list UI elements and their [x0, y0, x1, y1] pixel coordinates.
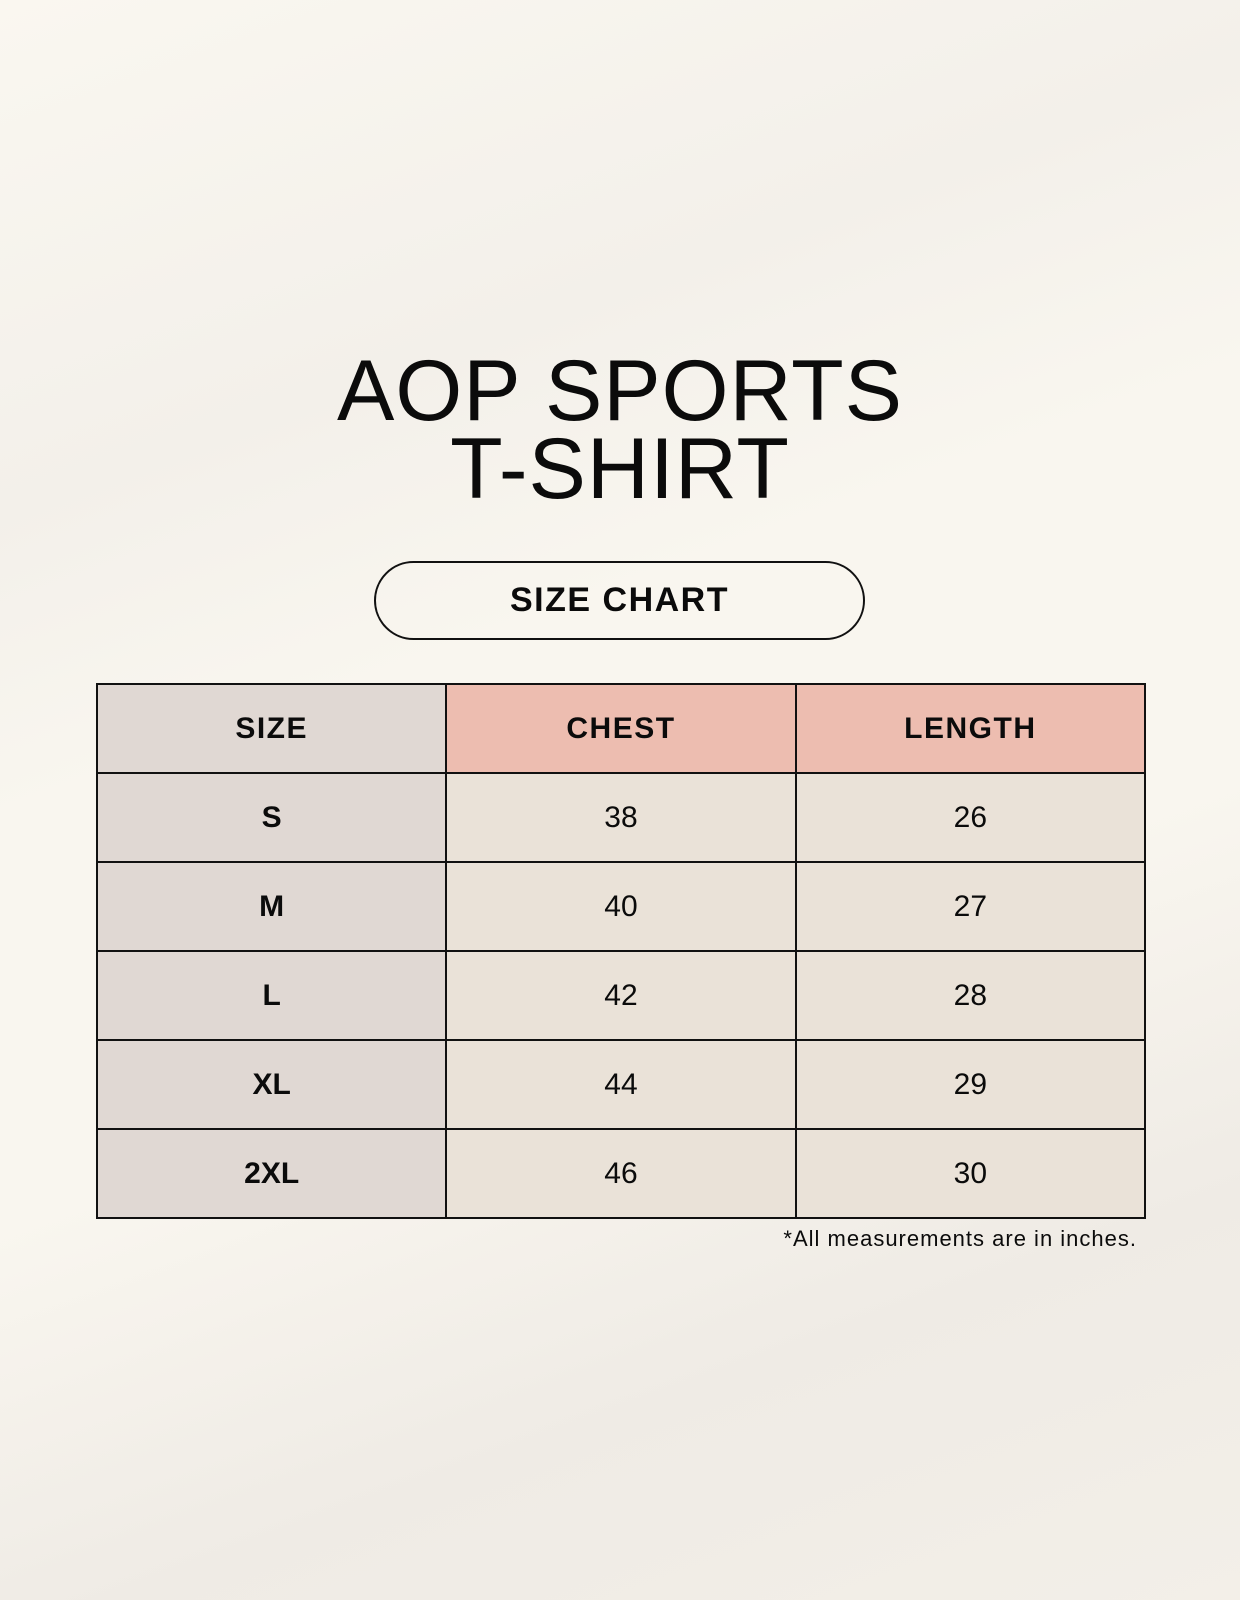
- length-cell: 29: [794, 1039, 1147, 1130]
- chest-cell: 42: [445, 950, 797, 1041]
- header-chest: CHEST: [445, 683, 797, 774]
- table-row: XL 44 29: [95, 1039, 1147, 1130]
- length-cell: 26: [794, 772, 1147, 863]
- length-cell: 30: [794, 1128, 1147, 1219]
- chest-cell: 46: [445, 1128, 797, 1219]
- size-cell: 2XL: [95, 1128, 448, 1219]
- chest-cell: 44: [445, 1039, 797, 1130]
- chest-cell: 40: [445, 861, 797, 952]
- header-length: LENGTH: [794, 683, 1147, 774]
- table-header-row: SIZE CHEST LENGTH: [95, 683, 1147, 774]
- table-row: S 38 26: [95, 772, 1147, 863]
- size-cell: M: [95, 861, 448, 952]
- page-title: AOP SPORTS T-SHIRT: [0, 343, 1240, 517]
- size-cell: L: [95, 950, 448, 1041]
- table-row: M 40 27: [95, 861, 1147, 952]
- size-cell: XL: [95, 1039, 448, 1130]
- size-cell: S: [95, 772, 448, 863]
- length-cell: 28: [794, 950, 1147, 1041]
- chest-cell: 38: [445, 772, 797, 863]
- size-chart-badge: SIZE CHART: [374, 561, 865, 640]
- table-row: L 42 28: [95, 950, 1147, 1041]
- size-table: SIZE CHEST LENGTH S 38 26 M 40 27 L 42 28 XL 44 29 2…: [95, 683, 1147, 1219]
- header-size: SIZE: [95, 683, 448, 774]
- title-line-1: AOP SPORTS: [336, 343, 904, 439]
- footnote: *All measurements are in inches.: [783, 1226, 1137, 1251]
- table-row: 2XL 46 30: [95, 1128, 1147, 1219]
- length-cell: 27: [794, 861, 1147, 952]
- title-line-2: T-SHIRT: [450, 421, 790, 517]
